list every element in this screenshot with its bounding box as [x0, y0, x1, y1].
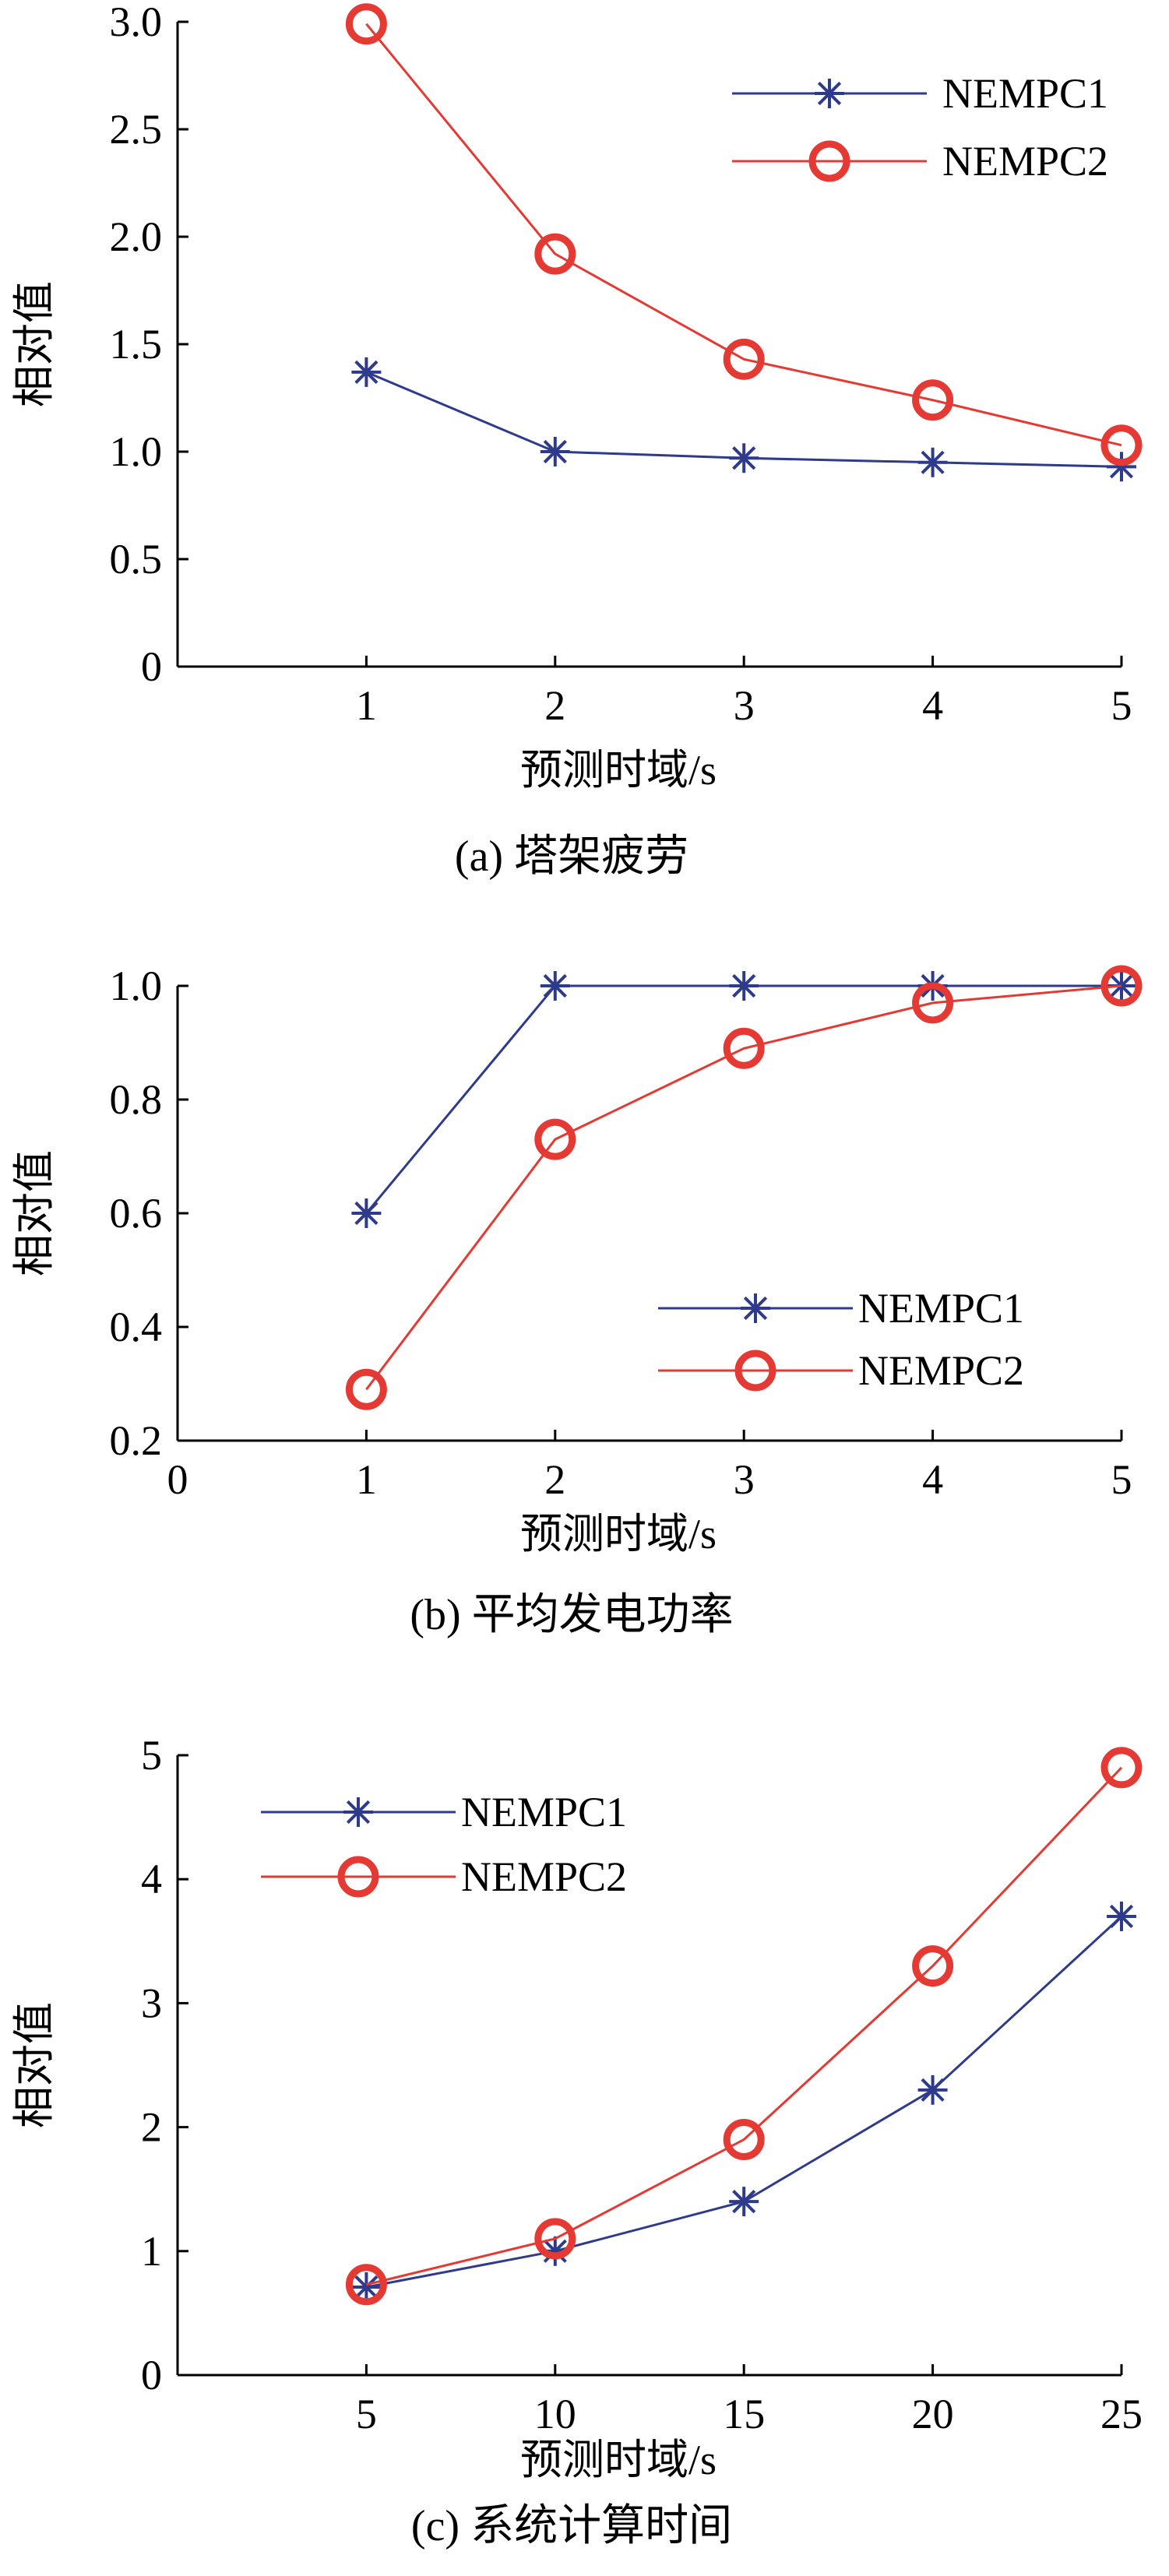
- y-tick-label: 0.5: [110, 536, 163, 582]
- series-line-nempc2: [365, 23, 1122, 447]
- y-tick-label: 0.6: [110, 1190, 163, 1237]
- y-tick-label: 1: [141, 2228, 162, 2275]
- chart-caption: (c) 系统计算时间: [411, 2502, 732, 2550]
- data-point-nempc1: [351, 1198, 382, 1228]
- legend-marker: [741, 1293, 770, 1323]
- data-point-nempc1: [540, 971, 570, 1001]
- data-point-nempc2: [912, 982, 954, 1024]
- x-tick-label: 10: [534, 2391, 576, 2437]
- legend-label: NEMPC2: [942, 138, 1108, 185]
- data-point-nempc2: [534, 1118, 576, 1160]
- legend-label: NEMPC2: [858, 1347, 1024, 1394]
- legend-label: NEMPC2: [461, 1853, 627, 1900]
- series-line-nempc2: [365, 984, 1122, 1391]
- x-tick-label: 5: [356, 2391, 377, 2437]
- data-point-nempc2: [723, 1027, 765, 1069]
- y-tick-label: 3.0: [110, 0, 163, 45]
- chart-1: 0 0.5 1.0 1.5 2.0 2.5 3.0 1 2 3 4 5 预测时域/s 相对值 (a) 塔架疲…: [11, 0, 1143, 881]
- y-tick-label: 1.5: [110, 321, 163, 368]
- data-point-nempc1: [917, 447, 948, 477]
- y-tick-label: 0.4: [110, 1304, 163, 1350]
- data-point-nempc1: [729, 443, 759, 473]
- y-tick-label: 2.5: [110, 106, 163, 153]
- y-axis-label: 相对值: [11, 1150, 58, 1276]
- data-point-nempc2: [1100, 965, 1143, 1007]
- legend-marker: [343, 1797, 373, 1827]
- x-axis-label: 预测时域/s: [520, 2437, 717, 2483]
- legend-marker: [337, 1856, 379, 1898]
- legend-marker: [815, 79, 844, 108]
- x-tick-label: 15: [723, 2391, 765, 2437]
- data-point-nempc2: [345, 3, 387, 45]
- legend-label: NEMPC1: [942, 70, 1108, 117]
- series-line-nempc1: [366, 1915, 1123, 2289]
- data-point-nempc1: [1107, 1901, 1136, 1931]
- data-point-nempc2: [345, 2264, 387, 2306]
- y-tick-label: 0.8: [110, 1076, 163, 1123]
- x-axis-label: 预测时域/s: [520, 747, 717, 794]
- data-point-nempc2: [1100, 1747, 1143, 1789]
- y-tick-label: 2.0: [110, 213, 163, 260]
- legend: NEMPC1 NEMPC2: [732, 70, 1108, 185]
- legend: NEMPC1 NEMPC2: [261, 1789, 627, 1900]
- y-tick-label: 0.2: [110, 1417, 163, 1464]
- legend-marker: [734, 1350, 776, 1392]
- data-point-nempc2: [534, 2218, 576, 2260]
- x-tick-label: 1: [356, 682, 377, 729]
- y-axis-label: 相对值: [11, 2002, 58, 2128]
- y-tick-label: 3: [141, 1980, 162, 2026]
- data-point-nempc1: [351, 2272, 382, 2302]
- data-point-nempc1: [540, 437, 570, 466]
- data-point-nempc2: [723, 338, 765, 380]
- data-point-nempc2: [534, 233, 576, 275]
- data-point-nempc2: [345, 1368, 387, 1410]
- x-tick-label: 2: [544, 1456, 565, 1503]
- y-tick-label: 1.0: [110, 962, 163, 1009]
- data-point-nempc1: [917, 2075, 948, 2105]
- x-axis-label: 预测时域/s: [520, 1511, 717, 1557]
- y-tick-label: 0: [141, 2352, 162, 2398]
- y-tick-label: 5: [141, 1732, 162, 1779]
- x-tick-label: 3: [734, 682, 755, 729]
- data-point-nempc2: [723, 2119, 765, 2161]
- x-tick-label: 0: [167, 1456, 188, 1503]
- data-point-nempc1: [351, 357, 382, 387]
- x-tick-label: 5: [1111, 682, 1132, 729]
- chart-2: 0.2 0.4 0.6 0.8 1.0 0 1 2 3 4 5 预测时域/s 相对值 (b) 平均发电功率…: [11, 962, 1143, 1639]
- y-axis-label: 相对值: [11, 281, 58, 407]
- series-line-nempc1: [365, 984, 1121, 1214]
- legend-marker: [808, 140, 850, 182]
- data-point-nempc2: [912, 1945, 954, 1987]
- chart-3: 0 1 2 3 4 5 5 10 15 20 25 预测时域/s 相对值 (c) 系统计算时间 NEMPC1…: [11, 1732, 1143, 2550]
- chart-caption: (b) 平均发电功率: [410, 1591, 733, 1639]
- x-tick-label: 25: [1100, 2391, 1143, 2437]
- x-tick-label: 3: [734, 1456, 755, 1503]
- legend-label: NEMPC1: [858, 1285, 1024, 1332]
- data-point-nempc2: [1100, 424, 1143, 466]
- x-tick-label: 4: [922, 1456, 943, 1503]
- x-tick-label: 2: [544, 682, 565, 729]
- legend-label: NEMPC1: [461, 1789, 627, 1835]
- x-tick-label: 1: [356, 1456, 377, 1503]
- data-point-nempc2: [912, 379, 954, 421]
- x-tick-label: 5: [1111, 1456, 1132, 1503]
- x-tick-label: 4: [922, 682, 943, 729]
- series-line-nempc2: [366, 1766, 1123, 2286]
- y-tick-label: 2: [141, 2104, 162, 2151]
- chart-caption: (a) 塔架疲劳: [455, 832, 688, 881]
- data-point-nempc1: [729, 971, 759, 1001]
- data-point-nempc1: [729, 2187, 759, 2217]
- legend: NEMPC1 NEMPC2: [658, 1285, 1024, 1394]
- y-tick-label: 1.0: [110, 428, 163, 475]
- y-tick-label: 0: [141, 643, 162, 690]
- x-tick-label: 20: [912, 2391, 954, 2437]
- y-tick-label: 4: [141, 1856, 162, 1902]
